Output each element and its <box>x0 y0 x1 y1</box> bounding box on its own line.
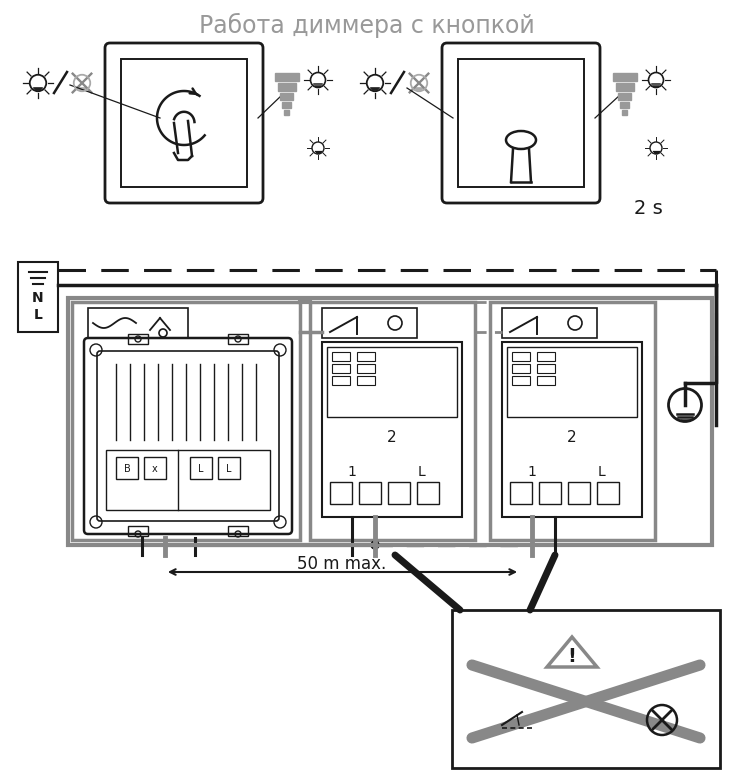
Bar <box>417 482 439 504</box>
Text: L: L <box>34 308 43 322</box>
Bar <box>72 302 300 540</box>
Bar <box>278 83 296 91</box>
Bar <box>322 342 462 517</box>
Bar <box>275 73 299 81</box>
Bar <box>618 93 631 100</box>
Bar <box>322 308 417 338</box>
Text: Работа диммера с кнопкой: Работа диммера с кнопкой <box>199 12 535 37</box>
Bar <box>88 308 188 338</box>
Text: 1: 1 <box>348 465 356 479</box>
Text: 2: 2 <box>387 430 397 445</box>
Bar <box>512 352 530 361</box>
Bar <box>228 526 248 536</box>
Circle shape <box>371 541 379 549</box>
Bar <box>106 450 270 510</box>
Bar <box>330 482 352 504</box>
Text: 2 s: 2 s <box>634 198 662 218</box>
Bar <box>357 364 375 373</box>
Text: L: L <box>598 465 606 479</box>
Text: L: L <box>418 465 426 479</box>
Bar <box>502 342 642 517</box>
Bar <box>388 482 410 504</box>
Bar <box>116 457 138 479</box>
Bar <box>507 347 637 417</box>
Bar <box>332 364 350 373</box>
Bar <box>359 482 381 504</box>
Text: x: x <box>152 464 158 474</box>
Bar <box>357 376 375 385</box>
Bar <box>623 110 628 115</box>
Bar <box>357 352 375 361</box>
Bar <box>537 376 555 385</box>
Text: 50 m max.: 50 m max. <box>298 555 387 573</box>
Bar <box>490 302 655 540</box>
Bar <box>128 526 148 536</box>
Bar <box>510 482 532 504</box>
Bar <box>502 308 597 338</box>
Bar <box>284 110 290 115</box>
Bar <box>310 302 475 540</box>
Bar <box>281 93 293 100</box>
Bar <box>332 352 350 361</box>
Bar <box>144 457 166 479</box>
Bar <box>228 334 248 344</box>
Text: !: ! <box>567 647 576 666</box>
Bar <box>620 102 629 108</box>
Bar <box>458 59 584 187</box>
Bar <box>512 376 530 385</box>
Bar <box>613 73 637 81</box>
Text: N: N <box>32 291 44 305</box>
Text: 1: 1 <box>528 465 537 479</box>
Bar <box>18 262 58 332</box>
Bar <box>539 482 561 504</box>
Bar <box>568 482 590 504</box>
Text: L: L <box>198 464 204 474</box>
Bar <box>68 298 712 545</box>
Bar <box>282 102 292 108</box>
Text: B: B <box>123 464 130 474</box>
Bar <box>190 457 212 479</box>
Bar <box>327 347 457 417</box>
Bar <box>512 364 530 373</box>
Bar <box>128 334 148 344</box>
Bar <box>616 83 634 91</box>
Text: L: L <box>226 464 232 474</box>
Text: 2: 2 <box>567 430 577 445</box>
Bar <box>218 457 240 479</box>
Bar <box>537 352 555 361</box>
Bar <box>332 376 350 385</box>
Bar <box>597 482 619 504</box>
Bar <box>121 59 247 187</box>
Bar <box>452 610 720 768</box>
Bar <box>537 364 555 373</box>
